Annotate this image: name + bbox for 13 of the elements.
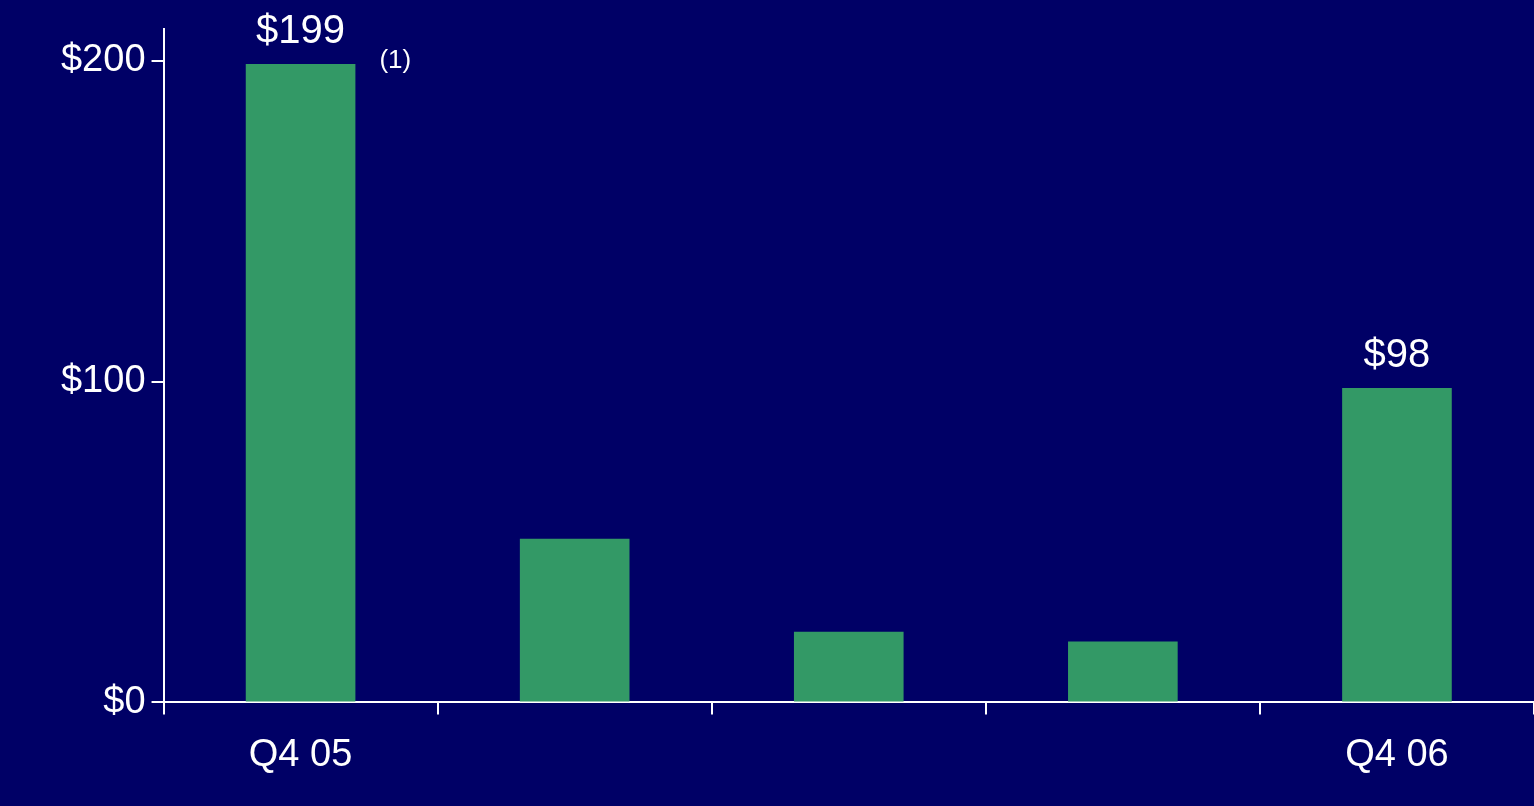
annotation: (1) <box>379 43 412 74</box>
x-tick-label: Q4 05 <box>248 731 353 774</box>
y-tick-label: $100 <box>60 358 146 401</box>
bar <box>1068 641 1178 702</box>
bar <box>1342 388 1452 702</box>
bar <box>519 538 630 702</box>
y-tick-label: $200 <box>60 37 146 80</box>
y-tick-label: $0 <box>103 678 146 721</box>
bar <box>793 631 904 702</box>
x-tick-label: Q4 06 <box>1345 731 1449 774</box>
data-label: $98 <box>1363 331 1431 376</box>
data-label: $199 <box>256 7 346 52</box>
bar <box>245 64 356 702</box>
